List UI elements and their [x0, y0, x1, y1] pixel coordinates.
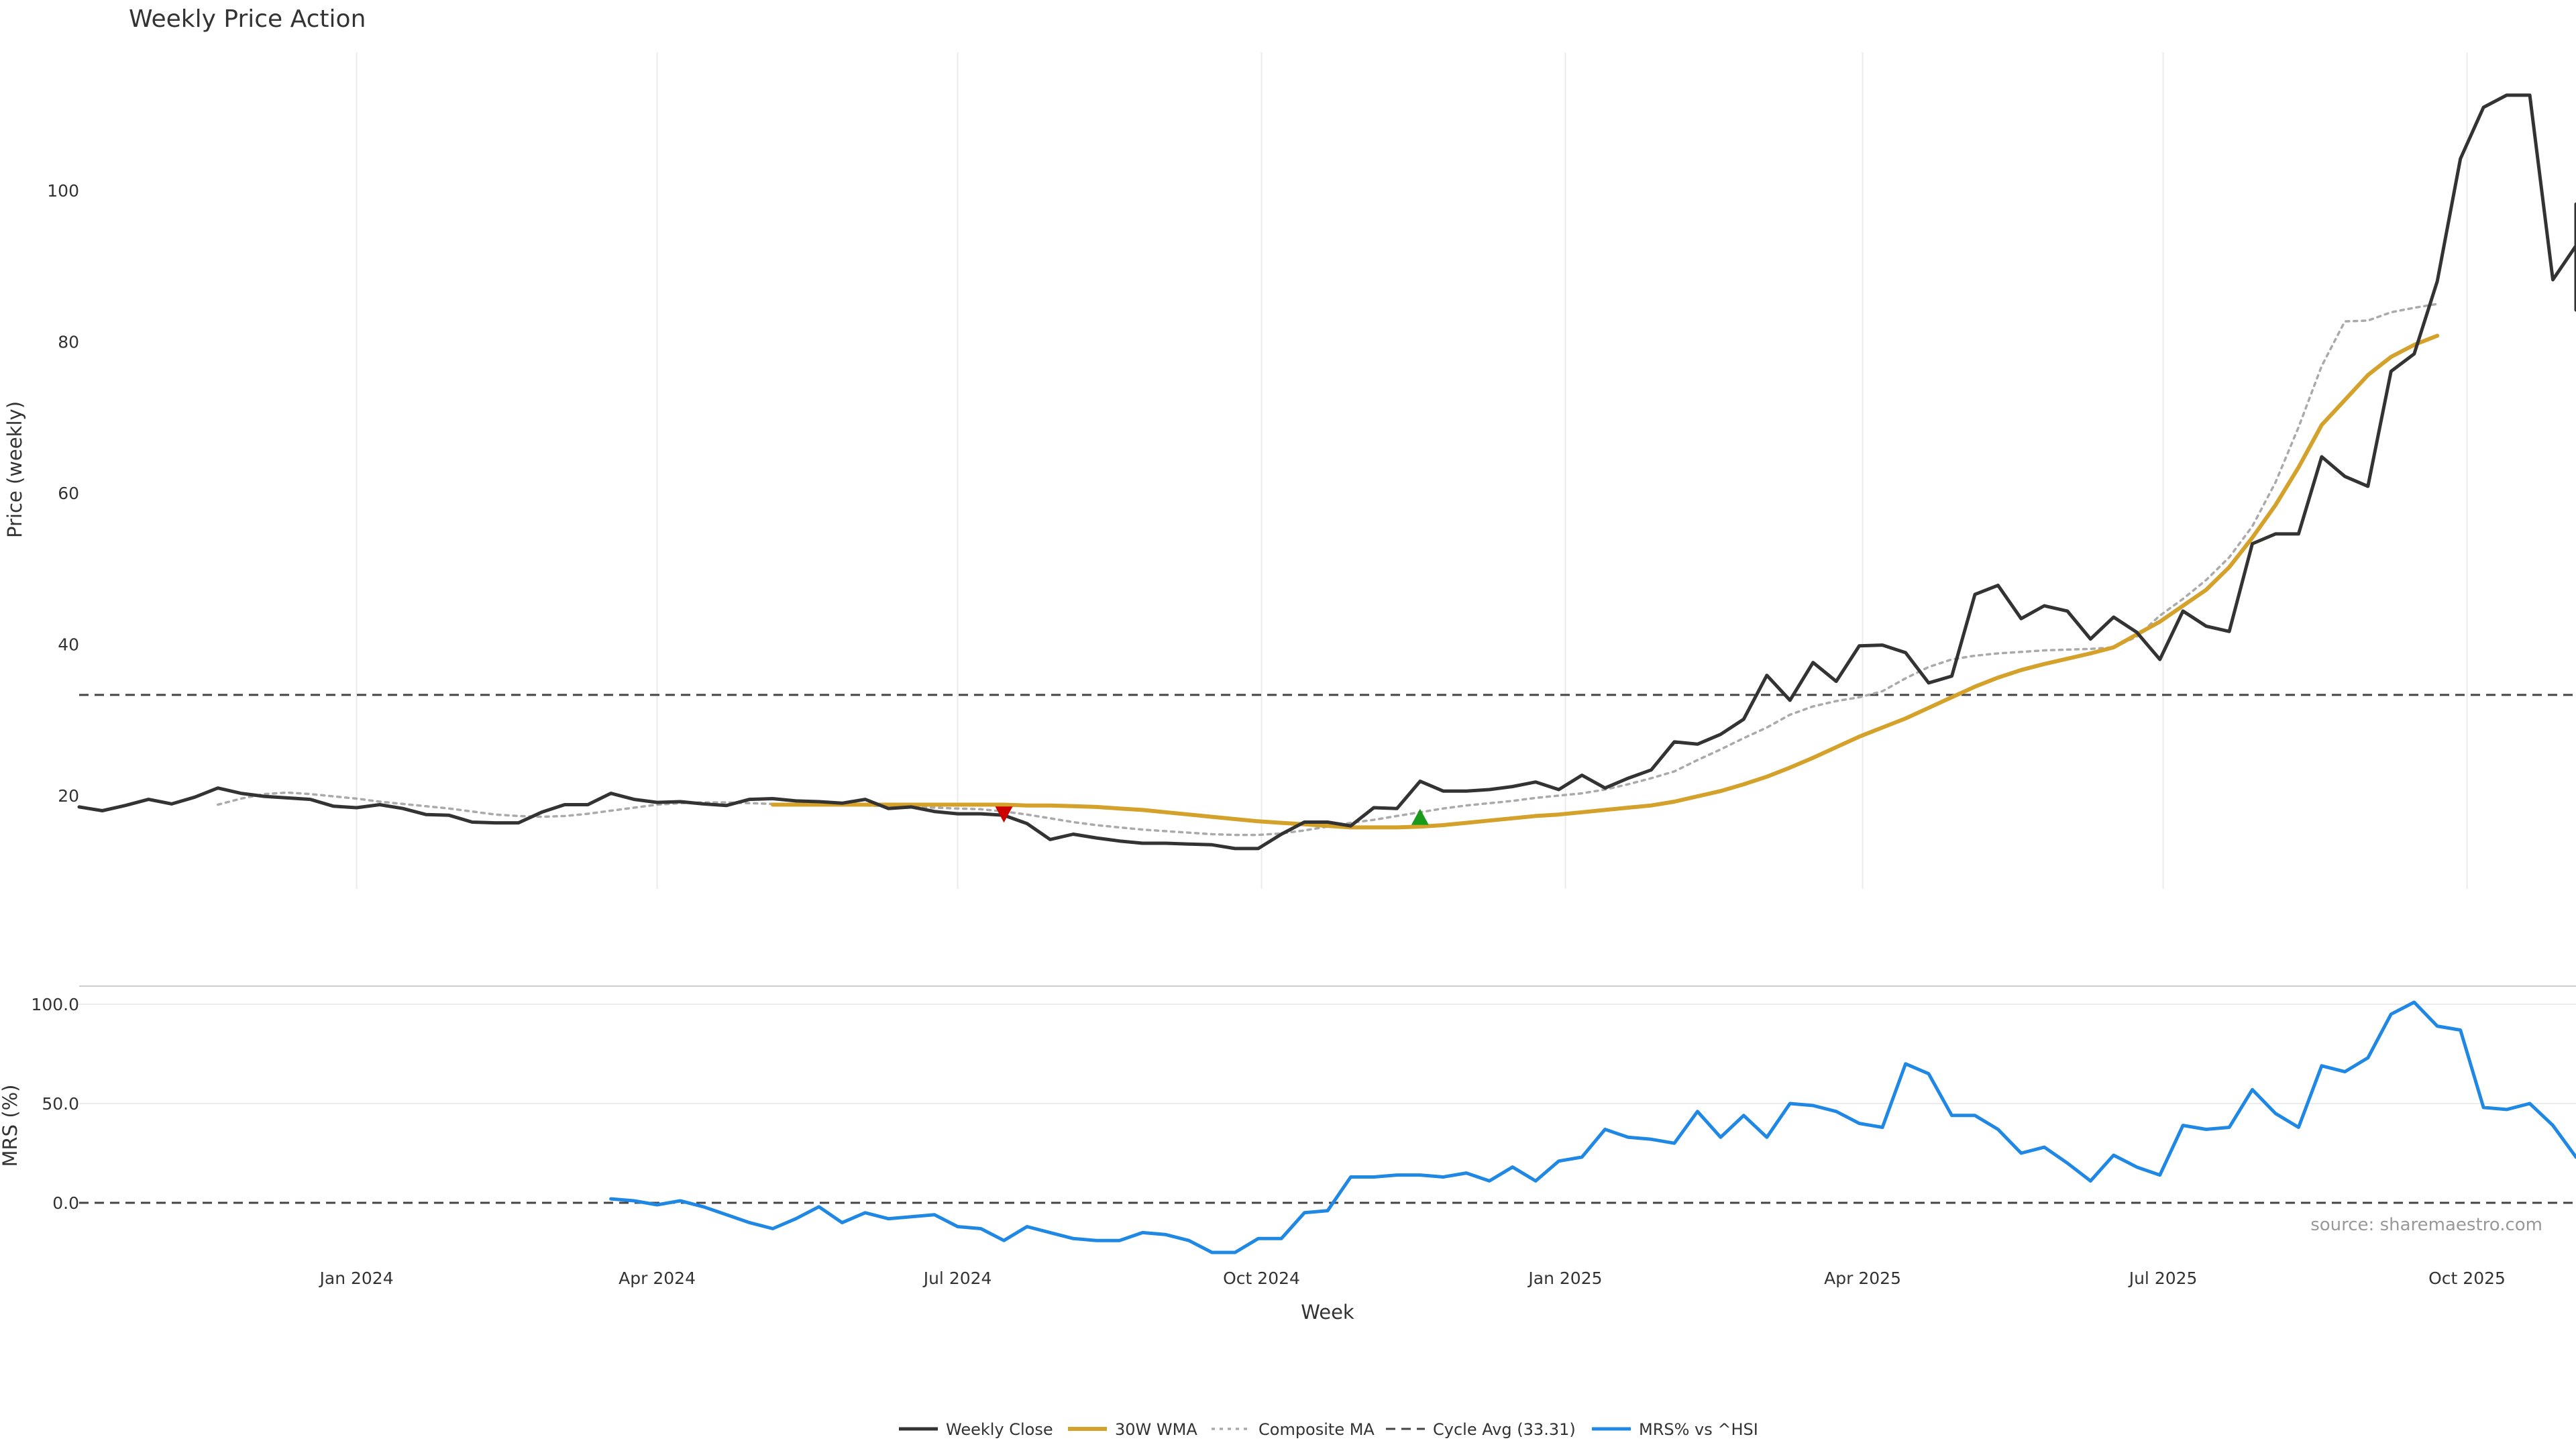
buy-signal-marker: [1411, 808, 1429, 825]
x-tick-label: Oct 2024: [1223, 1269, 1300, 1288]
mrs-y-tick-label: 0.0: [52, 1193, 79, 1213]
legend-label: 30W WMA: [1115, 1420, 1197, 1439]
series-mrs: [609, 1000, 2576, 1254]
mrs-y-tick-label: 50.0: [42, 1094, 79, 1114]
x-tick-label: Oct 2025: [2428, 1269, 2506, 1288]
x-tick-label: Jul 2024: [922, 1269, 992, 1288]
price-gridlines: [356, 52, 2468, 889]
price-y-tick-label: 60: [58, 484, 79, 503]
sell-signal-marker: [995, 806, 1013, 823]
source-note: source: sharemaestro.com: [2310, 1215, 2542, 1235]
price-series-group: [77, 93, 2576, 851]
mrs-y-axis-label: MRS (%): [0, 1085, 21, 1167]
price-y-tick-label: 20: [58, 786, 79, 806]
mrs-y-ticks: 0.0 50.0 100.0: [31, 995, 79, 1213]
series-30w-wma: [770, 333, 2440, 830]
x-axis-ticks: Jan 2024 Apr 2024 Jul 2024 Oct 2024 Jan 2025…: [319, 1269, 2506, 1288]
x-tick-label: Jan 2024: [319, 1269, 394, 1288]
signal-markers: [995, 806, 1429, 825]
chart-title: Weekly Price Action: [129, 5, 366, 33]
price-y-ticks: 20 40 60 80 100: [47, 181, 79, 806]
x-tick-label: Apr 2024: [619, 1269, 696, 1288]
legend-label: Cycle Avg (33.31): [1433, 1420, 1576, 1439]
price-y-tick-label: 80: [58, 333, 79, 352]
series-composite-ma: [217, 303, 2438, 837]
price-panel: 20 40 60 80 100 Price (weekly): [3, 52, 2576, 889]
mrs-series-group: [609, 1000, 2576, 1254]
price-y-axis-label: Price (weekly): [3, 401, 26, 538]
mrs-gridlines: [79, 1004, 2576, 1104]
x-axis-label: Week: [1301, 1301, 1354, 1324]
legend-label: MRS% vs ^HSI: [1639, 1420, 1758, 1439]
series-weekly-close: [77, 93, 2576, 851]
x-tick-label: Jan 2025: [1527, 1269, 1602, 1288]
mrs-panel: 0.0 50.0 100.0 MRS (%) source: sharemaestr…: [0, 985, 2576, 1254]
x-tick-label: Apr 2025: [1824, 1269, 1901, 1288]
legend-label: Composite MA: [1258, 1420, 1375, 1439]
price-y-tick-label: 100: [47, 181, 79, 201]
x-tick-label: Jul 2025: [2128, 1269, 2198, 1288]
price-y-tick-label: 40: [58, 635, 79, 655]
mrs-y-tick-label: 100.0: [31, 995, 79, 1014]
legend: Weekly Close 30W WMA Composite MA Cycle Avg…: [899, 1420, 1758, 1439]
legend-label: Weekly Close: [946, 1420, 1053, 1439]
